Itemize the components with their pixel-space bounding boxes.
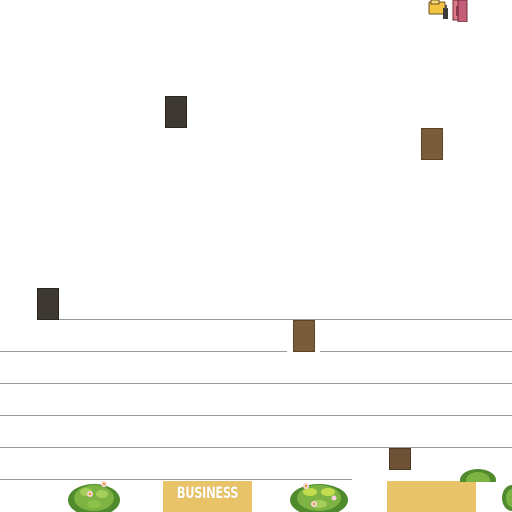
dark-crate[interactable] [37, 288, 59, 320]
succulent-plant [288, 478, 350, 512]
shelf-line [0, 415, 512, 416]
blank-sign[interactable] [387, 481, 476, 512]
brown-crate[interactable] [421, 128, 443, 160]
shelf-line [0, 479, 352, 480]
book-stand-icon[interactable] [451, 0, 469, 23]
shelf-line [59, 319, 512, 320]
dark-crate[interactable] [165, 96, 187, 128]
brown-crate[interactable] [293, 320, 315, 352]
business-sign-label: BUSINESS [176, 483, 239, 502]
shelf-line [0, 447, 512, 448]
shelf-line [0, 351, 287, 352]
succulent-plant [456, 468, 496, 491]
succulent-plant [500, 484, 512, 512]
business-sign[interactable]: BUSINESS [163, 481, 252, 512]
succulent-plant [66, 478, 122, 512]
shelf-line [320, 351, 512, 352]
folder-icon[interactable] [428, 0, 450, 20]
shelf-line [0, 383, 512, 384]
brown-crate[interactable] [389, 448, 411, 470]
